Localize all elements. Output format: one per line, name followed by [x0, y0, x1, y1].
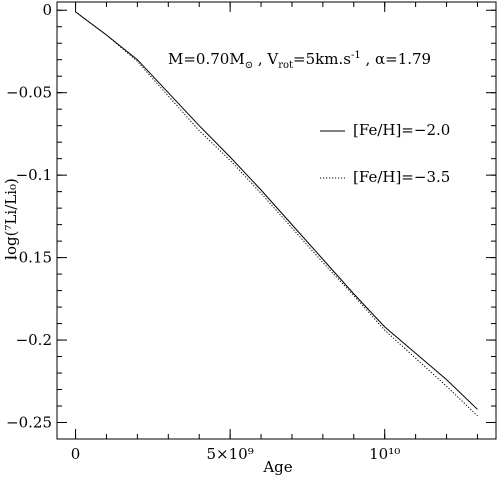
- legend-label-solid: [Fe/H]=−2.0: [353, 121, 450, 139]
- legend-label-dotted: [Fe/H]=−3.5: [353, 168, 450, 186]
- y-tick-label: 0: [42, 1, 52, 19]
- series-line-solid: [75, 11, 478, 410]
- x-tick-label: 0: [71, 445, 81, 463]
- y-tick-label: −0.15: [6, 249, 52, 267]
- plot-frame: [56, 1, 497, 440]
- x-axis-label: Age: [262, 458, 292, 476]
- y-tick-label: −0.1: [16, 166, 52, 184]
- legend: [Fe/H]=−2.0 [Fe/H]=−3.5: [320, 121, 450, 186]
- x-tick-label: 10¹⁰: [369, 445, 400, 463]
- y-tick-label: −0.2: [16, 331, 52, 349]
- y-tick-label: −0.05: [6, 84, 52, 102]
- series-line-dotted: [75, 11, 478, 417]
- annotation-label: M=0.70M⊙ , Vrot=5km.s-1 , α=1.79: [168, 50, 431, 71]
- axis-ticks: 0 5×10⁹ 10¹⁰ 0 −0.05 −0.1 −0.15 −0.2 −0.25: [6, 1, 496, 463]
- x-tick-label: 5×10⁹: [207, 445, 254, 463]
- y-tick-label: −0.25: [6, 414, 52, 432]
- y-axis-label: log(⁷Li/Li₀): [2, 178, 20, 260]
- data-lines: [75, 11, 478, 417]
